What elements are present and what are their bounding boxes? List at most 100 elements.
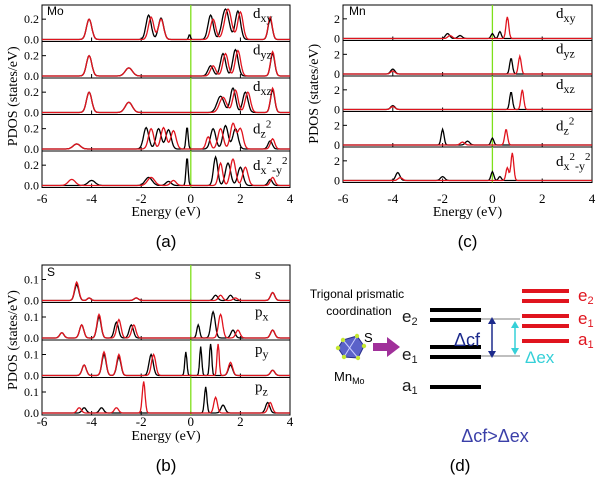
series-red-line <box>42 312 290 339</box>
orbital-label: px <box>255 305 269 324</box>
y-tick-label: 0.0 <box>24 369 39 383</box>
right-level-label: e1 <box>578 309 594 330</box>
orbital-label: dz2 <box>253 119 271 141</box>
series-black-line <box>42 310 290 339</box>
right-arrow-icon <box>373 337 400 357</box>
y-tick-label: 0.1 <box>24 385 39 399</box>
series-black-line <box>343 127 592 146</box>
x-tick-label: 2 <box>539 191 546 206</box>
element-label: Mn <box>349 4 366 18</box>
series-red-line <box>343 152 592 182</box>
y-axis-label: PDOS (states/eV) <box>307 43 322 143</box>
orbital-label: pz <box>255 380 268 399</box>
subplot-a-dxz: 0.0 0.2 dxz <box>24 77 291 120</box>
y-tick-label: 0.0 <box>24 33 39 47</box>
y-tick-label: 0.0 <box>24 69 39 83</box>
y-tick-label: 0 <box>334 32 340 46</box>
x-tick-label: -6 <box>338 191 349 206</box>
x-tick-label: -6 <box>37 414 48 429</box>
orbital-label: dxy <box>556 6 576 25</box>
subplot-frame <box>41 264 291 303</box>
series-black-line <box>42 343 290 377</box>
x-axis-label: Energy (eV) <box>131 429 201 444</box>
arrowhead <box>511 348 519 355</box>
arrowhead <box>488 317 496 324</box>
orbital-label: dx2-y2 <box>556 151 591 173</box>
panel-caption: (b) <box>156 456 177 475</box>
sulfur-atom-dot <box>340 337 346 343</box>
x-tick-label: 0 <box>489 191 496 206</box>
x-tick-label: 2 <box>237 191 244 206</box>
y-tick-label: 0.0 <box>24 106 39 120</box>
y-tick-label: 2 <box>334 118 340 132</box>
x-axis-label: Energy (eV) <box>433 205 503 220</box>
orbital-label: dxz <box>253 79 272 98</box>
panel-caption: (d) <box>450 456 471 475</box>
left-level-label: a1 <box>402 376 418 397</box>
x-tick-label: 0 <box>188 191 195 206</box>
x-tick-label: -4 <box>86 191 97 206</box>
y-tick-label: 0.0 <box>24 406 39 420</box>
panel-b: 0.0 0.1 s 0.0 0.1 px 0.0 0.1 py 0.0 0.1 pz -6 -4 -2 0 2 4… <box>6 264 294 475</box>
y-tick-label: 0.0 <box>24 331 39 345</box>
y-tick-label: 2 <box>334 12 340 26</box>
y-tick-label: 0 <box>334 67 340 81</box>
y-tick-label: 2 <box>334 154 340 168</box>
series-black-line <box>343 58 592 75</box>
subplot-a-dxy: 0.0 0.2 dxy <box>24 4 291 47</box>
orbital-label: dx2-y2 <box>253 155 288 177</box>
y-tick-label: 0.0 <box>24 142 39 156</box>
series-red-line <box>42 381 290 414</box>
subplot-c-dxz: 0 2 dxz <box>334 75 593 117</box>
y-axis-label: PDOS (states/eV) <box>6 46 21 146</box>
series-red-line <box>42 280 290 302</box>
y-tick-label: 0.2 <box>24 49 39 63</box>
x-tick-label: 4 <box>287 191 294 206</box>
series-black-line <box>343 91 592 111</box>
series-red-line <box>343 16 592 40</box>
orbital-label: dyz <box>556 42 575 61</box>
subplot-b-pz: 0.0 0.1 pz <box>24 377 291 420</box>
y-tick-label: 0.1 <box>24 348 39 362</box>
x-tick-label: -2 <box>437 191 448 206</box>
y-tick-label: 0.0 <box>24 179 39 193</box>
series-red-line <box>42 8 290 41</box>
subplot-frame <box>41 377 291 416</box>
subplot-frame <box>41 339 291 378</box>
y-tick-label: 0 <box>334 174 340 188</box>
sulfur-atom-dot <box>355 355 361 361</box>
series-red-line <box>42 157 290 187</box>
right-level-label: a1 <box>578 330 594 351</box>
x-tick-label: -6 <box>37 191 48 206</box>
element-label: S <box>47 265 55 279</box>
y-tick-label: 2 <box>334 47 340 61</box>
y-tick-label: 0.2 <box>24 122 39 136</box>
series-red-line <box>343 89 592 111</box>
orbital-label: dxy <box>253 6 273 25</box>
x-tick-label: -2 <box>136 191 147 206</box>
sulfur-atom-dot <box>361 343 367 349</box>
orbital-label: dz2 <box>556 116 574 138</box>
series-red-line <box>42 86 290 114</box>
x-tick-label: -4 <box>86 414 97 429</box>
subplot-c-dx2-y2: 0 2 dx2-y2 <box>334 146 593 188</box>
x-tick-label: 2 <box>237 414 244 429</box>
sulfur-atom-dot <box>354 333 360 339</box>
x-tick-label: -2 <box>136 414 147 429</box>
atom-s-label: S <box>364 330 373 345</box>
y-tick-label: 0.2 <box>24 85 39 99</box>
y-tick-label: 2 <box>334 83 340 97</box>
orbital-label: s <box>255 267 261 283</box>
right-level-label: e2 <box>578 286 594 307</box>
y-tick-label: 0.2 <box>24 158 39 172</box>
subplot-b-py: 0.0 0.1 py <box>24 339 291 383</box>
subplot-frame <box>41 150 291 188</box>
x-tick-label: 4 <box>287 414 294 429</box>
subplot-c-dxy: 0 2 dxy <box>334 4 593 46</box>
left-level-label: e1 <box>402 345 418 366</box>
subplot-c-dz2: 0 2 dz2 <box>334 111 593 152</box>
panel-caption: (a) <box>156 232 177 251</box>
sulfur-atom-dot <box>341 354 347 360</box>
